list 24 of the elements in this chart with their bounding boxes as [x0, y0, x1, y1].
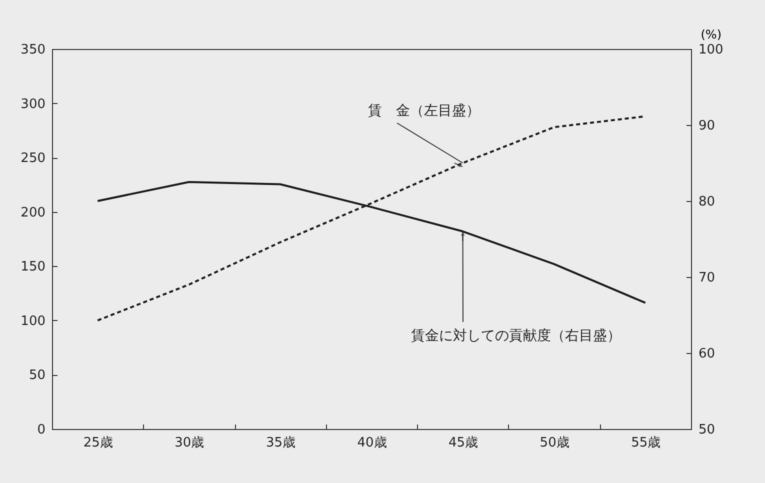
x-tick-label: 25歳 — [83, 436, 113, 450]
y-tick-label: 250 — [20, 151, 46, 166]
y-tick-label: 200 — [20, 205, 46, 220]
x-tick-label: 35歳 — [266, 436, 296, 450]
annotation: 賃金に対しての貢献度（右目盛） — [411, 328, 621, 344]
y2-tick-label: 90 — [698, 118, 716, 134]
x-tick-label: 50歳 — [540, 436, 570, 450]
x-tick-label: 55歳 — [631, 436, 661, 450]
y-tick-label: 300 — [20, 96, 46, 112]
y2-axis-title: (%) — [700, 28, 722, 42]
x-tick-label: 30歳 — [174, 436, 204, 450]
y-tick-label: 0 — [37, 422, 46, 438]
y2-tick-label: 80 — [698, 194, 716, 210]
y-tick-label: 50 — [28, 368, 46, 384]
annotation: 賃 金（左目盛） — [368, 103, 480, 119]
y2-tick-label: 50 — [698, 422, 716, 438]
y2-tick-label: 60 — [698, 346, 716, 362]
x-tick-label: 40歳 — [357, 436, 387, 450]
y-tick-label: 350 — [20, 42, 46, 58]
y-tick-label: 100 — [20, 314, 46, 329]
x-tick-label: 45歳 — [448, 436, 478, 450]
y-tick-label: 150 — [20, 260, 46, 275]
y2-tick-label: 100 — [698, 42, 724, 58]
y2-tick-label: 70 — [698, 270, 716, 286]
